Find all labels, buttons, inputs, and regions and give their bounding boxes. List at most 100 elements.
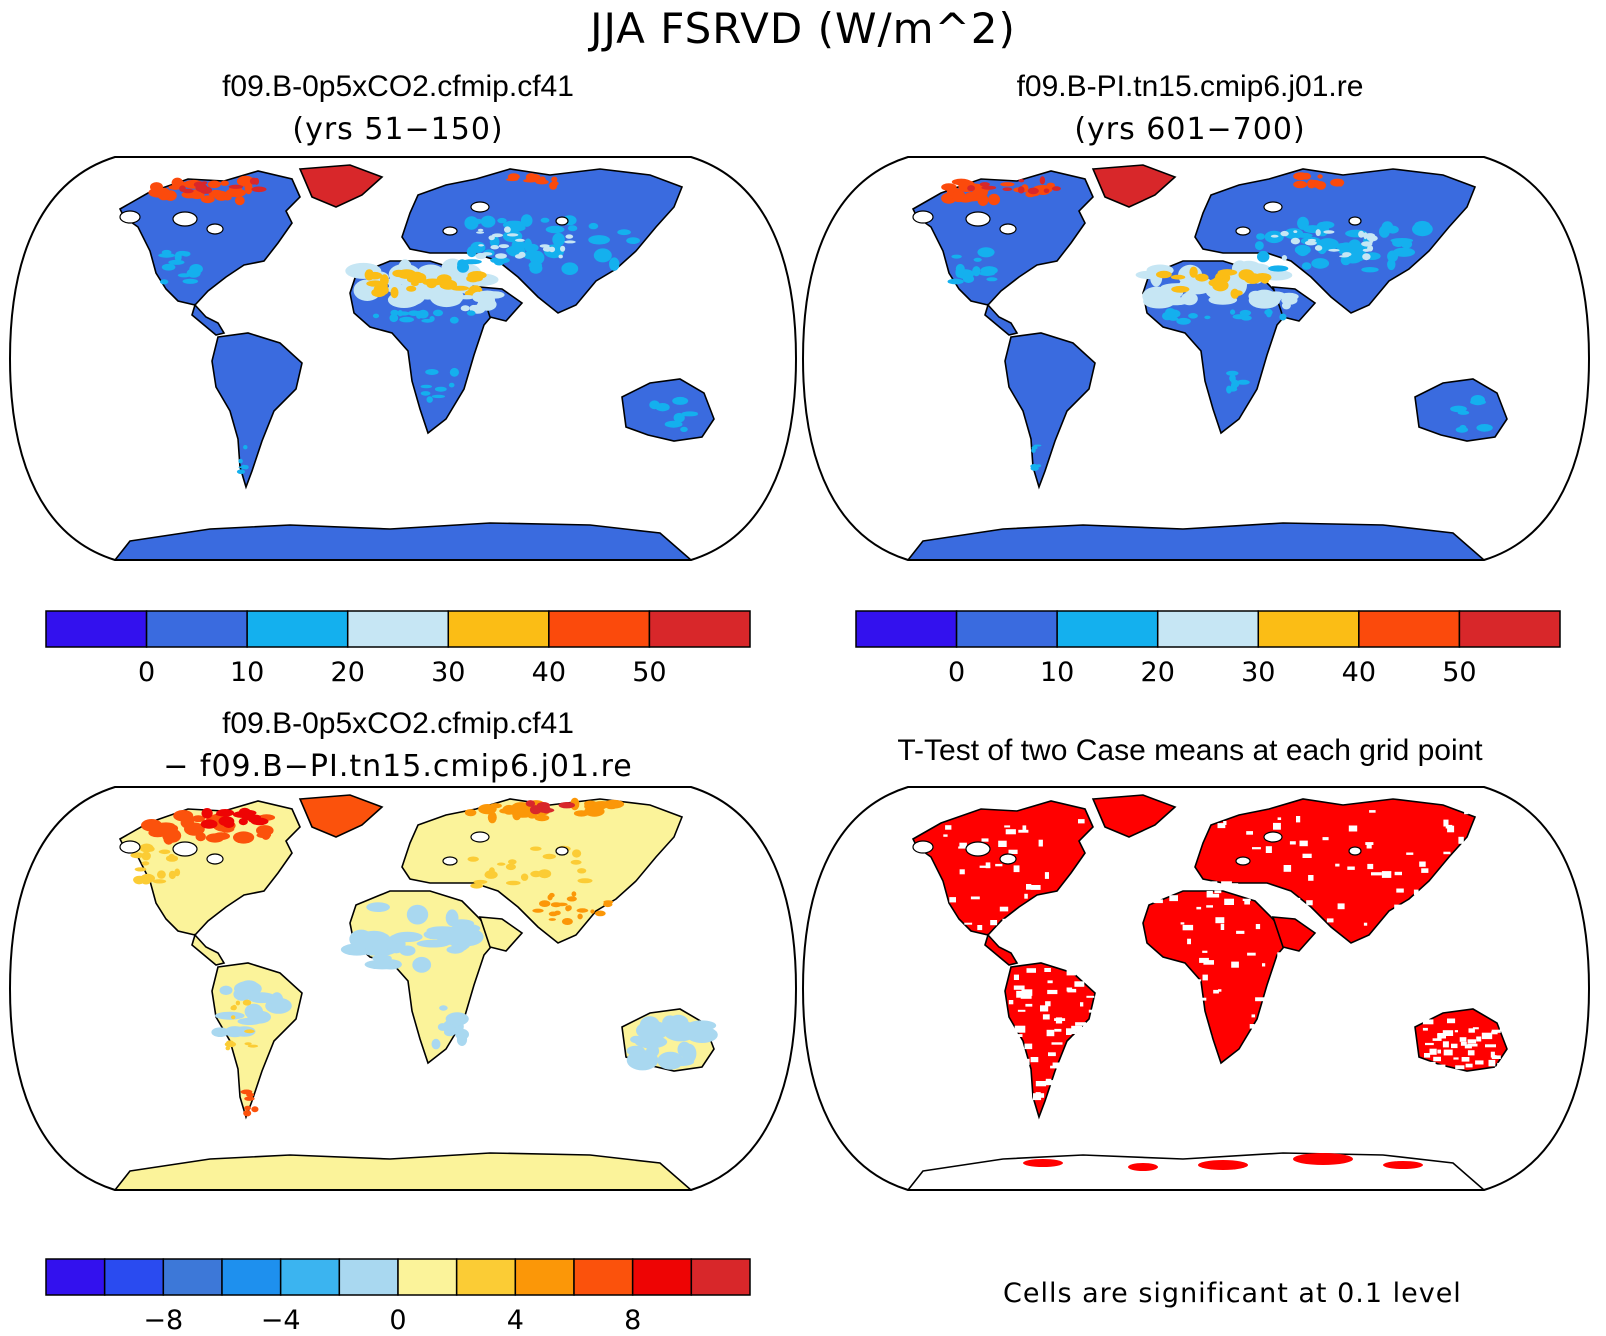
- field-patch: [558, 802, 575, 809]
- map-panel-ttest: [801, 786, 1591, 1191]
- non-significant-cell: [1080, 1002, 1084, 1007]
- non-significant-cell: [1041, 1093, 1045, 1098]
- field-patch: [1043, 188, 1050, 194]
- non-significant-cell: [1231, 961, 1239, 968]
- field-patch: [470, 883, 484, 889]
- field-patch: [594, 910, 606, 917]
- non-significant-cell: [1088, 1026, 1094, 1031]
- field-patch: [251, 1106, 259, 1113]
- non-significant-cell: [1050, 1065, 1060, 1069]
- non-significant-cell: [1262, 895, 1269, 899]
- non-significant-cell: [1056, 1066, 1060, 1073]
- significant-patch: [1383, 1161, 1423, 1169]
- field-patch: [525, 243, 539, 252]
- field-patch: [1033, 444, 1042, 447]
- colorbar-difference-tick-label: −4: [260, 1305, 301, 1336]
- field-patch: [380, 274, 389, 287]
- field-patch: [395, 292, 422, 306]
- non-significant-cell: [1071, 1025, 1082, 1033]
- non-significant-cell: [1472, 1027, 1479, 1030]
- field-patch: [426, 926, 459, 935]
- field-patch: [1478, 424, 1490, 432]
- field-patch: [955, 263, 965, 274]
- field-patch: [1233, 290, 1243, 296]
- non-significant-cell: [1455, 1065, 1465, 1070]
- field-patch: [412, 956, 432, 973]
- field-patch: [477, 228, 484, 232]
- field-patch: [349, 929, 374, 949]
- field-patch: [577, 913, 583, 920]
- field-patch: [1248, 290, 1263, 302]
- non-significant-cell: [1153, 899, 1163, 904]
- non-significant-cell: [1273, 1000, 1280, 1003]
- non-significant-cell: [1175, 978, 1183, 984]
- non-significant-cell: [985, 862, 991, 869]
- field-patch: [1390, 238, 1414, 243]
- landmass-centralAmerica: [191, 933, 226, 966]
- non-significant-cell: [925, 882, 933, 887]
- lake-outline: [206, 853, 224, 865]
- non-significant-cell: [1475, 1060, 1484, 1065]
- field-patch: [972, 266, 981, 277]
- field-patch: [371, 288, 387, 298]
- non-significant-cell: [1223, 821, 1227, 825]
- landmass-africa: [1142, 890, 1291, 1065]
- non-significant-cell: [1030, 1057, 1039, 1063]
- non-significant-cell: [930, 889, 936, 897]
- lake-outline: [555, 216, 569, 226]
- non-significant-cell: [1394, 871, 1402, 876]
- non-significant-cell: [1033, 1093, 1042, 1101]
- non-significant-cell: [1024, 1043, 1033, 1050]
- significant-patch: [1198, 1160, 1248, 1170]
- field-patch: [1195, 273, 1209, 282]
- non-significant-cell: [1277, 952, 1281, 958]
- field-patch: [490, 257, 510, 264]
- field-patch: [1459, 424, 1467, 431]
- non-significant-cell: [1224, 898, 1234, 905]
- field-patch: [244, 1029, 255, 1034]
- field-patch: [439, 279, 458, 290]
- field-patch: [626, 237, 640, 244]
- field-patch: [1450, 405, 1467, 413]
- field-patch: [962, 274, 975, 283]
- non-significant-cell: [1281, 981, 1292, 984]
- lake-outline: [172, 211, 198, 227]
- non-significant-cell: [1046, 1029, 1055, 1037]
- field-patch: [539, 244, 550, 248]
- non-significant-cell: [1203, 1035, 1212, 1043]
- non-significant-cell: [1429, 1065, 1433, 1068]
- non-significant-cell: [1030, 885, 1041, 890]
- field-patch: [1343, 247, 1367, 262]
- field-patch: [182, 188, 194, 194]
- non-significant-cell: [1488, 1059, 1496, 1067]
- field-patch: [1293, 180, 1308, 189]
- field-patch: [1313, 181, 1324, 189]
- field-patch: [241, 813, 258, 821]
- lake-outline: [470, 831, 490, 843]
- map-panel-case2: [801, 156, 1591, 561]
- non-significant-cell: [970, 896, 980, 900]
- field-patch: [1301, 262, 1312, 270]
- field-patch: [201, 808, 213, 819]
- field-patch: [469, 304, 478, 311]
- field-patch: [530, 846, 542, 851]
- field-patch: [406, 904, 429, 925]
- non-significant-cell: [1084, 1104, 1090, 1107]
- landmass-centralAmerica: [191, 303, 226, 336]
- field-patch: [542, 246, 553, 252]
- field-patch: [561, 262, 579, 275]
- non-significant-cell: [1270, 895, 1276, 903]
- non-significant-cell: [1308, 875, 1314, 881]
- colorbar-case2-tick-label: 40: [1341, 657, 1377, 688]
- landmass-greenland: [298, 794, 384, 838]
- lake-outline: [1235, 856, 1251, 866]
- field-patch: [565, 234, 574, 239]
- field-patch: [1279, 292, 1299, 301]
- non-significant-cell: [1252, 847, 1261, 850]
- lake-outline: [470, 201, 490, 213]
- field-patch: [228, 184, 244, 189]
- field-patch: [159, 849, 171, 855]
- field-patch: [548, 918, 556, 921]
- field-patch: [364, 269, 374, 281]
- lake-outline: [442, 226, 458, 236]
